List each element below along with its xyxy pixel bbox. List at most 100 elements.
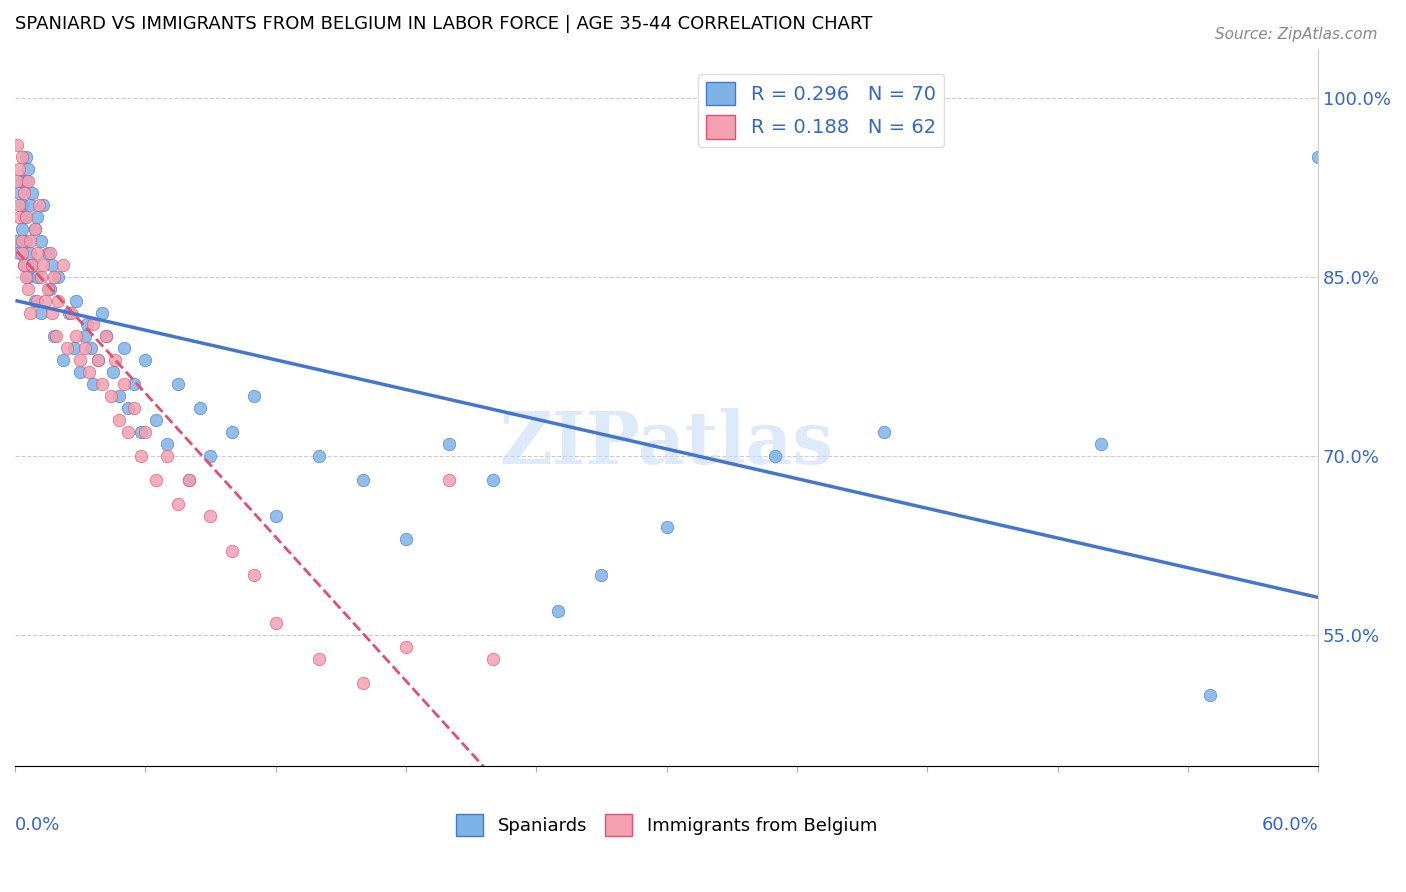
Point (17, 174, 39, 188)
Point (8, 198, 31, 212)
Point (14, 174, 37, 188)
Point (439, 437, 461, 451)
Point (101, 365, 124, 379)
Point (45, 329, 67, 343)
Point (10, 245, 32, 260)
Text: SPANIARD VS IMMIGRANTS FROM BELGIUM IN LABOR FORCE | AGE 35-44 CORRELATION CHART: SPANIARD VS IMMIGRANTS FROM BELGIUM IN L… (15, 15, 872, 33)
Point (1308, 150, 1330, 164)
Point (13, 258, 35, 272)
Point (86, 353, 108, 368)
Point (145, 473, 167, 487)
Point (21, 258, 44, 272)
Point (18, 245, 41, 260)
Point (24, 222, 46, 236)
Point (6, 234, 28, 248)
Point (10, 234, 32, 248)
Point (10, 150, 32, 164)
Point (1198, 688, 1220, 702)
Point (10, 174, 32, 188)
Text: 0.0%: 0.0% (15, 816, 60, 835)
Point (58, 305, 80, 319)
Point (25, 245, 48, 260)
Point (14, 210, 37, 224)
Point (8, 186, 31, 201)
Point (243, 389, 266, 403)
Point (129, 449, 152, 463)
Point (308, 652, 330, 666)
Point (100, 389, 122, 403)
Point (156, 437, 179, 451)
Legend: R = 0.296   N = 70, R = 0.188   N = 62: R = 0.296 N = 70, R = 0.188 N = 62 (699, 74, 943, 146)
Point (21, 186, 44, 201)
Point (62, 342, 84, 356)
Point (482, 652, 505, 666)
Point (177, 473, 200, 487)
Point (90, 377, 112, 392)
Point (200, 508, 222, 523)
Point (48, 269, 70, 284)
Point (21, 258, 44, 272)
Point (13, 210, 35, 224)
Point (124, 377, 146, 392)
Point (17, 282, 39, 296)
Point (96, 329, 118, 343)
Point (30, 305, 52, 319)
Point (221, 425, 243, 439)
Point (52, 353, 75, 368)
Point (48, 293, 70, 308)
Point (177, 473, 200, 487)
Point (60, 305, 83, 319)
Point (10, 222, 32, 236)
Text: 60.0%: 60.0% (1261, 816, 1319, 835)
Point (134, 425, 156, 439)
Point (108, 389, 131, 403)
Point (38, 282, 60, 296)
Point (32, 198, 55, 212)
Point (395, 533, 418, 547)
Point (65, 293, 87, 308)
Point (221, 544, 243, 558)
Point (13, 186, 35, 201)
Point (352, 473, 374, 487)
Point (129, 425, 152, 439)
Text: ZIPatlas: ZIPatlas (499, 409, 834, 479)
Point (18, 234, 41, 248)
Point (65, 329, 87, 343)
Point (156, 449, 179, 463)
Point (13, 258, 35, 272)
Point (56, 342, 79, 356)
Point (41, 258, 63, 272)
Point (439, 473, 461, 487)
Point (200, 449, 222, 463)
Point (24, 222, 46, 236)
Point (17, 269, 39, 284)
Point (17, 162, 39, 177)
Point (352, 675, 374, 690)
Point (264, 508, 287, 523)
Point (42, 329, 65, 343)
Point (18, 305, 41, 319)
Point (243, 568, 266, 582)
Point (25, 269, 48, 284)
Point (77, 365, 100, 379)
Point (18, 198, 41, 212)
Point (32, 258, 55, 272)
Point (873, 425, 896, 439)
Point (82, 318, 104, 332)
Point (124, 401, 146, 415)
Point (104, 353, 127, 368)
Point (308, 449, 330, 463)
Point (188, 401, 211, 415)
Point (37, 245, 59, 260)
Point (14, 150, 37, 164)
Point (6, 138, 28, 153)
Text: Source: ZipAtlas.com: Source: ZipAtlas.com (1215, 27, 1378, 42)
Point (24, 293, 46, 308)
Point (14, 269, 37, 284)
Point (10, 198, 32, 212)
Point (34, 293, 56, 308)
Point (8, 210, 31, 224)
Point (6, 174, 28, 188)
Point (73, 329, 96, 343)
Point (112, 342, 135, 356)
